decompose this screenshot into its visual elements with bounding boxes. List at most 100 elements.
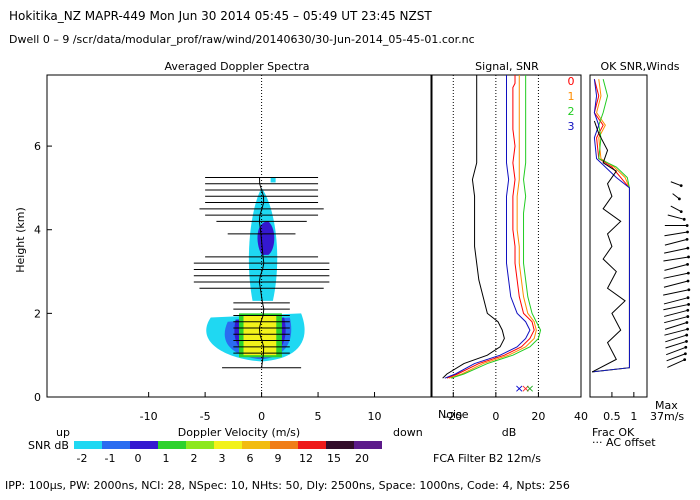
colorbar-swatch: [130, 441, 158, 449]
winds-x-tick-label: 1: [630, 410, 637, 423]
y-tick-label: 0: [34, 391, 41, 404]
wind-arrowhead: [686, 246, 690, 250]
max-wind-value: 37m/s: [650, 410, 684, 423]
wind-arrow: [664, 238, 688, 246]
wind-arrowhead: [683, 358, 687, 362]
colorbar-tick-label: 20: [355, 452, 369, 465]
wind-arrowhead: [686, 327, 689, 331]
colorbar-tick-label: -1: [105, 452, 116, 465]
db-axis-label: dB: [502, 426, 517, 439]
wind-arrowhead: [682, 217, 686, 221]
wind-arrow: [664, 316, 688, 324]
series-legend-3: 3: [568, 120, 575, 133]
colorbar-swatch: [326, 441, 354, 449]
height-axis-label: Height (km): [14, 207, 27, 273]
colorbar-tick-label: 6: [247, 452, 254, 465]
header-title: Hokitika_NZ MAPR-449 Mon Jun 30 2014 05:…: [9, 9, 432, 23]
wind-arrow: [663, 297, 689, 305]
wind-arrowhead: [686, 308, 690, 312]
colorbar-tick-label: 0: [135, 452, 142, 465]
mean-velocity-line: [258, 177, 265, 368]
noise-level-marker: ×: [521, 382, 530, 395]
wind-arrow: [670, 205, 682, 213]
signal-x-tick-label: 0: [492, 410, 499, 423]
down-label: down: [393, 426, 423, 439]
wind-arrowhead: [687, 288, 691, 292]
winds-frame: [589, 74, 648, 398]
signal-x-tick-label: 20: [531, 410, 545, 423]
x-tick-label: -5: [200, 410, 211, 423]
wind-arrow: [664, 231, 688, 237]
frac-ok-label: Frac OK: [592, 426, 635, 439]
wind-arrowhead: [686, 279, 690, 283]
signal-series-0: [446, 75, 535, 379]
wind-arrowhead: [685, 340, 688, 343]
max-label: Max: [655, 399, 678, 412]
y-tick-label: 4: [34, 224, 41, 237]
y-tick-label: 2: [34, 307, 41, 320]
signal-series-1: [448, 75, 537, 379]
signal-series-3: [444, 75, 531, 379]
noise-label: Noise: [438, 408, 469, 421]
colorbar-tick-label: 3: [219, 452, 226, 465]
signal-title: Signal, SNR: [475, 60, 539, 73]
wind-arrowhead: [686, 315, 690, 318]
wind-arrowhead: [679, 210, 683, 214]
colorbar-tick-label: -2: [77, 452, 88, 465]
colorbar-tick-label: 15: [327, 452, 341, 465]
wind-arrowhead: [677, 197, 681, 201]
colorbar-tick-label: 12: [299, 452, 313, 465]
doppler-frame: [46, 74, 432, 398]
colorbar-tick-label: 2: [191, 452, 198, 465]
signal-series-2: [451, 75, 542, 379]
wind-arrow: [667, 359, 685, 368]
x-tick-label: 0: [258, 410, 265, 423]
wind-arrowhead: [687, 303, 690, 306]
ok-snr-winds-panel: OK SNR,Winds 0.5 1 Frac OK ··· AC offset …: [589, 60, 691, 449]
wind-arrow: [664, 247, 688, 254]
fca-filter-label: FCA Filter B2 12m/s: [433, 452, 541, 465]
colorbar-swatch: [242, 441, 270, 449]
plume-top: [270, 177, 276, 183]
colorbar: -2 -1 0 1 2 3 6 9 12 15 20: [74, 441, 382, 465]
colorbar-swatch: [102, 441, 130, 449]
wind-arrowhead: [687, 255, 690, 259]
velocity-axis-label: Doppler Velocity (m/s): [178, 426, 300, 439]
colorbar-swatch: [270, 441, 298, 449]
wind-arrowhead: [684, 345, 688, 349]
doppler-title: Averaged Doppler Spectra: [164, 60, 309, 73]
colorbar-label: SNR dB: [28, 439, 69, 452]
signal-series-noise: [442, 75, 505, 379]
wind-arrowhead: [679, 184, 683, 188]
ac-offset-label: ··· AC offset: [592, 436, 656, 449]
wind-arrow: [664, 263, 688, 271]
colorbar-tick-label: 1: [163, 452, 170, 465]
wind-arrow: [664, 321, 688, 330]
signal-plot: -20 0 20 40 ××× 0 1 2 3: [431, 74, 588, 423]
series-legend-1: 1: [568, 90, 575, 103]
x-tick-label: -10: [140, 410, 158, 423]
wind-arrow: [663, 289, 689, 296]
winds-plot: 0.5 1: [589, 74, 691, 423]
signal-x-tick-label: -20: [444, 410, 462, 423]
wind-arrowhead: [686, 230, 689, 234]
colorbar-tick-label: 9: [275, 452, 282, 465]
wind-arrow: [664, 309, 688, 317]
wind-arrowhead: [686, 296, 690, 300]
wind-arrow: [663, 303, 689, 311]
noise-level-marker: ×: [525, 382, 534, 395]
signal-x-tick-label: 40: [574, 410, 588, 423]
frac-ok-series-3: [592, 79, 630, 373]
series-legend-2: 2: [568, 105, 575, 118]
header-file-path: Dwell 0 – 9 /scr/data/modular_prof/raw/w…: [9, 33, 475, 46]
wind-arrowhead: [686, 262, 689, 266]
doppler-axes: -10 -5 0 5 10 0 2 4 6: [34, 74, 432, 423]
wind-arrow: [663, 272, 689, 279]
wind-arrow: [667, 214, 685, 220]
noise-level-marker: ×: [515, 382, 524, 395]
wind-arrowhead: [685, 237, 689, 241]
footer-parameters: IPP: 100µs, PW: 2000ns, NCI: 28, NSpec: …: [5, 479, 570, 492]
wind-arrowhead: [683, 352, 687, 356]
